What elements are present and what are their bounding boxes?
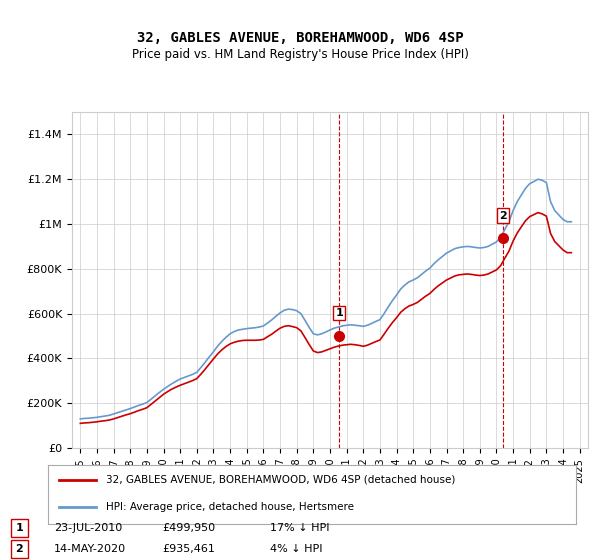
Text: £935,461: £935,461 (162, 544, 215, 554)
Text: HPI: Average price, detached house, Hertsmere: HPI: Average price, detached house, Hert… (106, 502, 354, 512)
Text: 14-MAY-2020: 14-MAY-2020 (54, 544, 126, 554)
Text: Price paid vs. HM Land Registry's House Price Index (HPI): Price paid vs. HM Land Registry's House … (131, 48, 469, 60)
Text: 2: 2 (16, 544, 23, 554)
Text: 4% ↓ HPI: 4% ↓ HPI (270, 544, 323, 554)
Text: 32, GABLES AVENUE, BOREHAMWOOD, WD6 4SP (detached house): 32, GABLES AVENUE, BOREHAMWOOD, WD6 4SP … (106, 474, 455, 484)
Text: 1: 1 (335, 308, 343, 318)
Text: 2: 2 (499, 211, 506, 221)
Text: £499,950: £499,950 (162, 523, 215, 533)
Text: 23-JUL-2010: 23-JUL-2010 (54, 523, 122, 533)
Text: 32, GABLES AVENUE, BOREHAMWOOD, WD6 4SP: 32, GABLES AVENUE, BOREHAMWOOD, WD6 4SP (137, 31, 463, 45)
Text: 1: 1 (16, 523, 23, 533)
Text: 17% ↓ HPI: 17% ↓ HPI (270, 523, 329, 533)
